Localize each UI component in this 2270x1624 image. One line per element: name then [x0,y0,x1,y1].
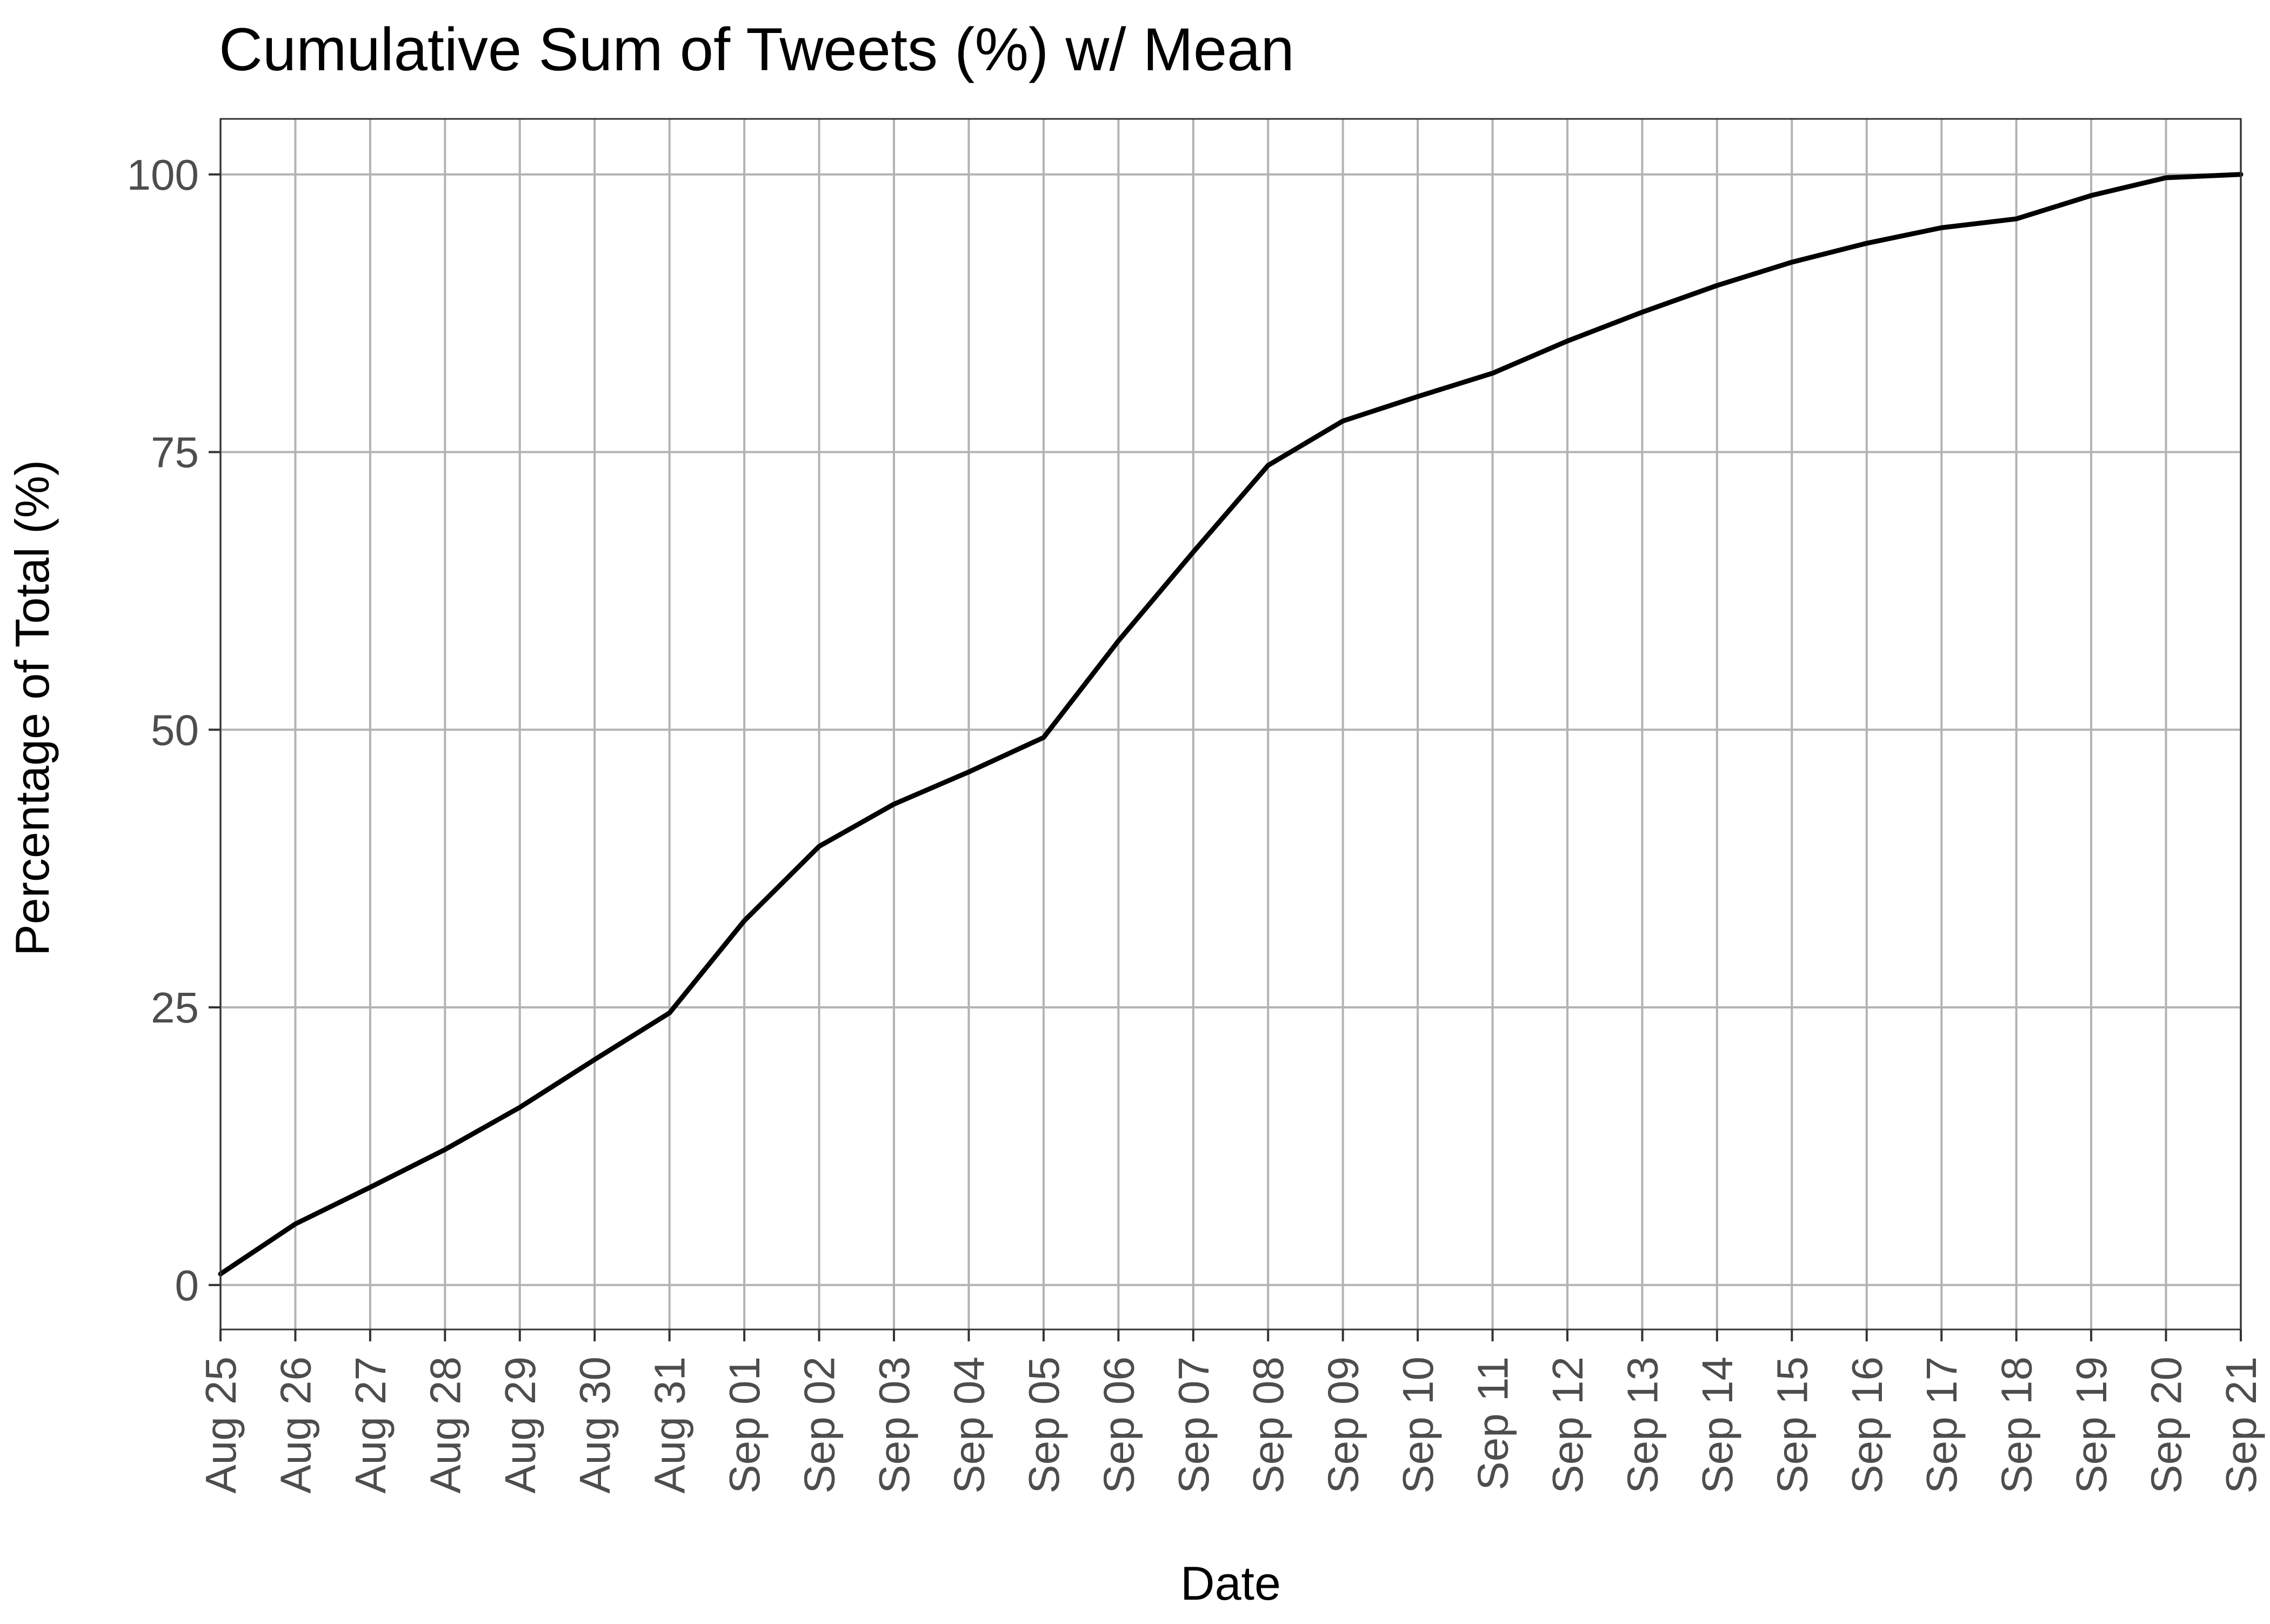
x-tick-label: Sep 05 [1020,1356,1068,1494]
x-tick-label: Aug 31 [646,1356,694,1494]
series-line [218,172,2244,1277]
x-tick-label: Sep 14 [1693,1356,1741,1494]
chart-title: Cumulative Sum of Tweets (%) w/ Mean [219,16,1294,83]
x-tick-label: Sep 16 [1843,1356,1891,1494]
grid [219,119,2242,1329]
x-tick-label: Sep 09 [1319,1356,1367,1494]
x-tick-label: Sep 21 [2217,1356,2265,1494]
x-tick-label: Sep 01 [720,1356,769,1494]
x-tick-label: Aug 27 [346,1356,395,1494]
x-tick-label: Sep 13 [1618,1356,1666,1494]
y-tick-label: 75 [151,429,199,477]
y-tick-label: 0 [175,1261,199,1309]
x-tick-label: Sep 10 [1394,1356,1442,1494]
series-layer [218,172,2244,1277]
x-tick-label: Sep 17 [1918,1356,1966,1494]
x-tick-label: Sep 07 [1170,1356,1218,1494]
x-tick-label: Sep 11 [1469,1356,1517,1491]
y-tick-label: 100 [127,151,199,199]
x-tick-label: Sep 15 [1768,1356,1816,1494]
x-tick-label: Sep 20 [2142,1356,2191,1494]
x-tick-label: Aug 26 [271,1356,319,1494]
x-tick-label: Sep 12 [1544,1356,1592,1494]
x-tick-label: Sep 03 [870,1356,918,1494]
x-tick-label: Aug 25 [197,1356,245,1494]
x-tick-label: Sep 18 [1993,1356,2041,1494]
y-tick-label: 50 [151,706,199,754]
x-tick-label: Aug 30 [571,1356,619,1494]
x-tick-label: Sep 19 [2067,1356,2115,1494]
x-tick-label: Sep 04 [945,1356,993,1494]
x-tick-label: Sep 08 [1244,1356,1292,1494]
x-tick-label: Aug 29 [496,1356,544,1494]
x-tick-label: Sep 06 [1094,1356,1143,1494]
y-tick-label: 25 [151,984,199,1032]
x-tick-label: Sep 02 [796,1356,844,1494]
x-axis-title: Date [1180,1556,1281,1610]
panel-border [219,118,2242,1331]
x-tick-label: Aug 28 [421,1356,469,1494]
y-axis-title: Percentage of Total (%) [5,460,59,956]
axes: Aug 25 Aug 26 Aug 27 Aug 28 Aug 29 Aug 30 Aug … [127,151,2265,1494]
